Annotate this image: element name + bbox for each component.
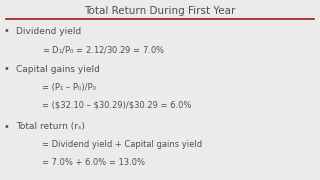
Text: •: • (3, 26, 9, 37)
Text: •: • (3, 64, 9, 74)
Text: = 7.0% + 6.0% = 13.0%: = 7.0% + 6.0% = 13.0% (42, 158, 145, 167)
Text: •: • (3, 122, 9, 132)
Text: Total Return During First Year: Total Return During First Year (84, 6, 236, 16)
Text: Dividend yield: Dividend yield (16, 27, 81, 36)
Text: Capital gains yield: Capital gains yield (16, 65, 100, 74)
Text: = D₁/P₀ = $2.12/$30.29 = 7.0%: = D₁/P₀ = $2.12/$30.29 = 7.0% (42, 44, 164, 55)
Text: = ($32.10 – $30.29)/$30.29 = 6.0%: = ($32.10 – $30.29)/$30.29 = 6.0% (42, 101, 191, 110)
Text: Total return (rₛ): Total return (rₛ) (16, 122, 85, 131)
Text: = Dividend yield + Capital gains yield: = Dividend yield + Capital gains yield (42, 140, 202, 149)
Text: = (P₁ – P₀)/P₀: = (P₁ – P₀)/P₀ (42, 83, 96, 92)
